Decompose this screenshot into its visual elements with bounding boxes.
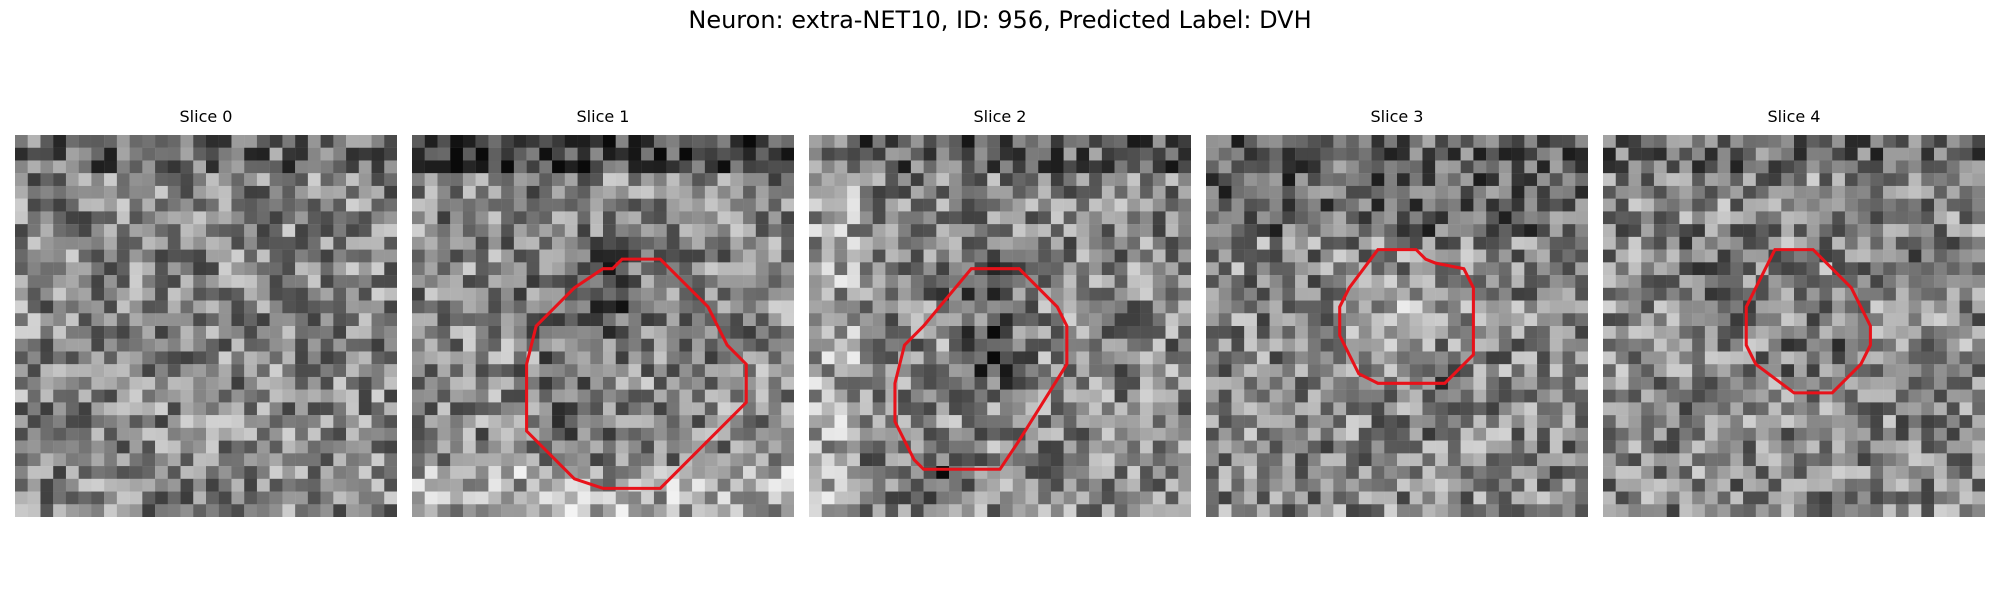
- slice-image-2: [809, 135, 1191, 517]
- roi-contour-1: [525, 257, 748, 490]
- slice-noise-2: [809, 135, 1191, 517]
- slice-title-0: Slice 0: [179, 107, 233, 126]
- slice-panel-0: Slice 0: [15, 107, 397, 517]
- slice-image-3: [1206, 135, 1588, 517]
- roi-contour-3: [1338, 248, 1475, 385]
- slice-panel-3: Slice 3: [1206, 107, 1588, 517]
- slice-panel-1: Slice 1: [412, 107, 794, 517]
- roi-contour-4: [1744, 248, 1872, 395]
- slice-title-2: Slice 2: [973, 107, 1027, 126]
- slice-noise-4: [1603, 135, 1985, 517]
- slice-panel-2: Slice 2: [809, 107, 1191, 517]
- slice-noise-3: [1206, 135, 1588, 517]
- slice-title-3: Slice 3: [1370, 107, 1424, 126]
- slice-panel-4: Slice 4: [1603, 107, 1985, 517]
- roi-contour-2: [893, 267, 1069, 471]
- slice-title-4: Slice 4: [1767, 107, 1821, 126]
- slice-image-4: [1603, 135, 1985, 517]
- slice-image-1: [412, 135, 794, 517]
- figure-title: Neuron: extra-NET10, ID: 956, Predicted …: [688, 6, 1312, 34]
- slice-title-1: Slice 1: [576, 107, 630, 126]
- slice-noise-1: [412, 135, 794, 517]
- slice-image-0: [15, 135, 397, 517]
- slice-noise-0: [15, 135, 397, 517]
